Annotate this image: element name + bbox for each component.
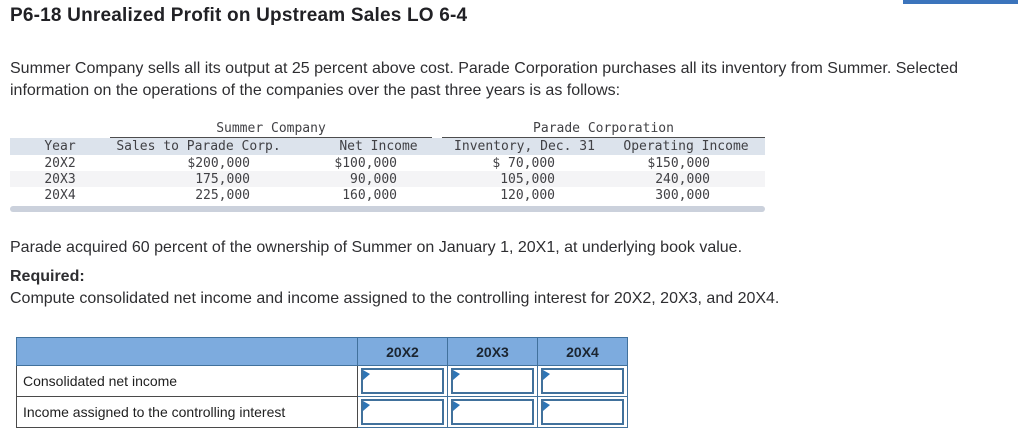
answer-input-cni-20x4[interactable] — [541, 368, 624, 394]
net-income-cell: $100,000 — [334, 155, 397, 171]
cell-marker-icon — [363, 370, 370, 380]
answer-input-ci-20x2[interactable] — [361, 399, 444, 425]
answer-input-cni-20x2[interactable] — [361, 368, 444, 394]
net-income-cell: 160,000 — [342, 187, 397, 203]
sales-cell: $200,000 — [187, 155, 250, 171]
required-label: Required: — [10, 268, 85, 285]
inventory-cell: $ 70,000 — [492, 155, 555, 171]
answer-input-ci-20x3[interactable] — [451, 399, 534, 425]
col-header-net-income: Net Income — [325, 137, 432, 155]
cell-marker-icon — [543, 401, 550, 411]
col-header-operating-income: Operating Income — [607, 137, 765, 155]
group-header-summer: Summer Company — [110, 118, 432, 138]
operating-income-cell: $150,000 — [647, 155, 710, 171]
group-header-parade: Parade Corporation — [442, 118, 765, 138]
sales-cell: 225,000 — [195, 187, 250, 203]
group-header-row: Summer Company Parade Corporation — [10, 118, 765, 138]
answer-col-header-20x2: 20X2 — [357, 337, 448, 366]
col-header-year: Year — [10, 137, 110, 155]
answer-row-label: Consolidated net income — [16, 365, 358, 397]
required-text: Compute consolidated net income and inco… — [10, 290, 780, 307]
year-cell: 20X3 — [10, 171, 110, 187]
table-row: 20X4 225,000 160,000 120,000 300,000 — [10, 187, 765, 203]
cell-marker-icon — [453, 401, 460, 411]
answer-header-row: 20X2 20X3 20X4 — [16, 337, 628, 366]
table-bottom-rule — [10, 206, 765, 212]
inventory-cell: 105,000 — [442, 171, 607, 187]
operating-income-cell: 300,000 — [655, 187, 710, 203]
cell-marker-icon — [363, 401, 370, 411]
answer-row-controlling-interest: Income assigned to the controlling inter… — [16, 396, 628, 428]
column-header-row: Year Sales to Parade Corp. Net Income In… — [10, 137, 765, 155]
acquisition-note: Parade acquired 60 percent of the owners… — [10, 239, 743, 256]
table-row: 20X3 175,000 90,000 105,000 240,000 — [10, 171, 765, 187]
table-row: 20X2 $200,000 $100,000 $ 70,000 $150,000 — [10, 155, 765, 171]
answer-row-consolidated-net-income: Consolidated net income — [16, 365, 628, 397]
answer-col-header-20x3: 20X3 — [447, 337, 538, 366]
answer-input-ci-20x4[interactable] — [541, 399, 624, 425]
answer-table: 20X2 20X3 20X4 Consolidated net income I… — [16, 337, 628, 428]
col-header-sales: Sales to Parade Corp. — [110, 137, 325, 155]
answer-row-label: Income assigned to the controlling inter… — [16, 396, 358, 428]
net-income-cell: 90,000 — [325, 171, 432, 187]
company-data-table: Summer Company Parade Corporation Year S… — [10, 118, 765, 203]
answer-corner-cell — [16, 337, 358, 366]
top-button-fragment[interactable] — [903, 0, 1018, 4]
sales-cell: 175,000 — [110, 171, 325, 187]
page-title: P6-18 Unrealized Profit on Upstream Sale… — [10, 5, 468, 26]
answer-col-header-20x4: 20X4 — [537, 337, 628, 366]
col-header-inventory: Inventory, Dec. 31 — [442, 137, 607, 155]
cell-marker-icon — [543, 370, 550, 380]
inventory-cell: 120,000 — [500, 187, 555, 203]
operating-income-cell: 240,000 — [607, 171, 765, 187]
intro-paragraph: Summer Company sells all its output at 2… — [10, 60, 959, 99]
cell-marker-icon — [453, 370, 460, 380]
year-cell: 20X4 — [44, 187, 76, 203]
year-cell: 20X2 — [44, 155, 76, 171]
answer-input-cni-20x3[interactable] — [451, 368, 534, 394]
